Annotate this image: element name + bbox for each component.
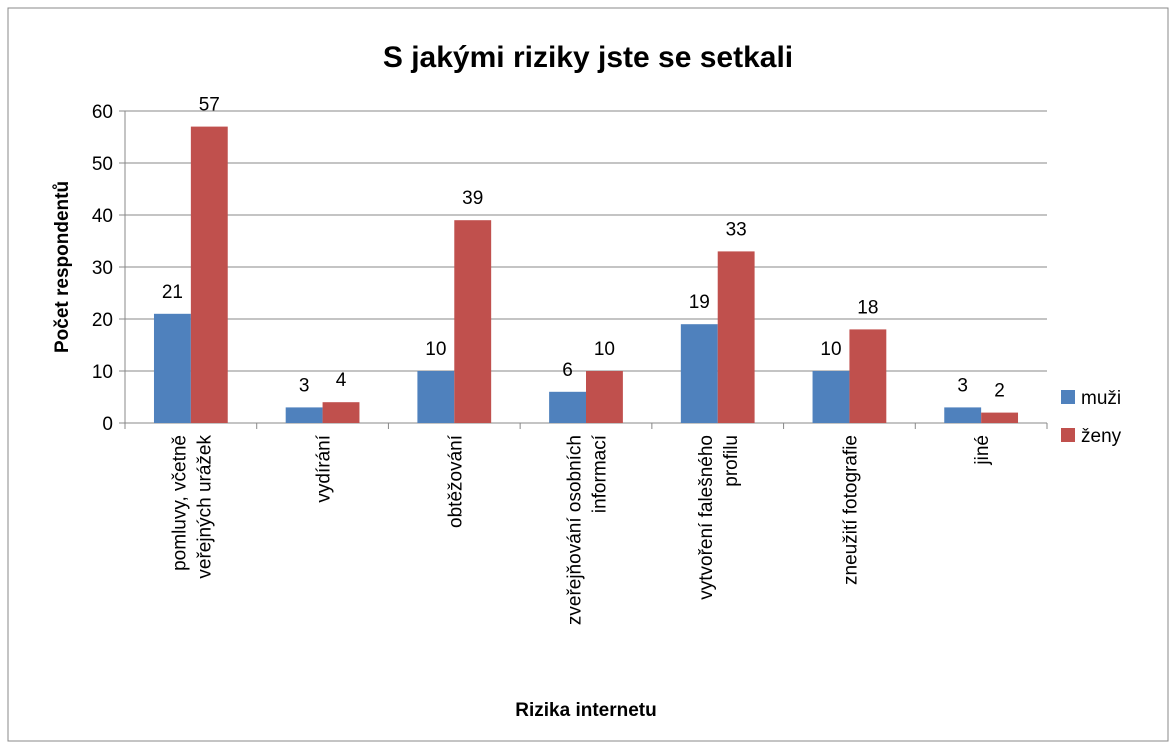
bar	[417, 371, 455, 423]
data-label: 19	[689, 292, 710, 313]
data-label: 3	[299, 375, 310, 396]
legend-label: ženy	[1081, 426, 1122, 447]
bar	[586, 371, 623, 423]
y-tick-label: 20	[92, 310, 113, 331]
y-tick-label: 30	[92, 258, 113, 279]
legend-label: muži	[1081, 388, 1121, 409]
bar	[549, 391, 586, 423]
x-tick-label: zneužití fotografie	[840, 435, 861, 585]
bar	[981, 412, 1019, 423]
data-label: 3	[957, 375, 968, 396]
legend-swatch	[1061, 428, 1075, 442]
data-label: 21	[162, 282, 183, 303]
y-tick-label: 0	[102, 414, 113, 435]
data-label: 2	[994, 381, 1005, 402]
data-label: 57	[199, 95, 220, 116]
bar	[717, 251, 755, 423]
x-tick-label: vytvoření falešného profilu	[696, 435, 742, 600]
y-tick-label: 10	[92, 362, 113, 383]
bar	[285, 407, 323, 423]
x-tick-label: vydírání	[314, 434, 335, 502]
x-axis-label: Rizika internetu	[515, 700, 656, 721]
x-tick-label: zveřejňování osobních informací	[565, 434, 611, 625]
bar	[849, 329, 887, 423]
bar	[153, 313, 191, 423]
y-tick-label: 40	[92, 206, 113, 227]
data-label: 6	[562, 360, 573, 381]
data-label: 10	[820, 339, 841, 360]
data-label: 18	[857, 297, 878, 318]
legend-swatch	[1061, 390, 1075, 404]
x-tick-label: obtěžování	[445, 434, 466, 528]
data-label: 39	[462, 188, 483, 209]
data-label: 4	[336, 370, 347, 391]
data-label: 33	[726, 219, 747, 240]
data-label: 10	[594, 339, 615, 360]
bar	[812, 371, 850, 423]
data-label: 10	[425, 339, 446, 360]
x-tick-label: jiné	[972, 435, 993, 466]
chart-title: S jakými riziky jste se setkali	[383, 41, 793, 74]
bar	[680, 324, 718, 423]
bar	[944, 407, 982, 423]
y-tick-label: 60	[92, 102, 113, 123]
bar	[454, 220, 492, 423]
x-tick-label: pomluvy, včetně veřejných urážek	[169, 435, 215, 579]
bar	[190, 126, 228, 423]
y-axis-label: Počet respondentů	[52, 181, 73, 353]
bar	[322, 402, 360, 423]
y-tick-label: 50	[92, 154, 113, 175]
